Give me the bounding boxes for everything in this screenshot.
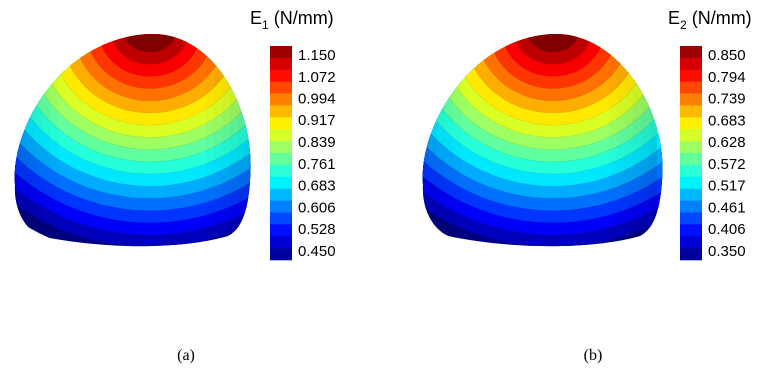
colorbar-band: [270, 46, 292, 58]
title-unit: (N/mm): [274, 8, 334, 28]
colorbar-band: [680, 153, 702, 165]
colorbar-tick-label: 0.528: [298, 221, 336, 238]
shade: [214, 30, 222, 260]
shade: [649, 30, 657, 260]
title-unit: (N/mm): [692, 8, 752, 28]
colorbar-band: [680, 236, 702, 248]
colorbar-band: [270, 141, 292, 153]
shade: [50, 30, 58, 260]
shade: [453, 30, 461, 260]
colorbar-tick-label: 0.850: [708, 47, 746, 64]
colorbar-tick-label: 0.461: [708, 199, 746, 216]
shade: [18, 30, 26, 260]
colorbar-band: [270, 94, 292, 106]
colorbar-band: [680, 117, 702, 129]
colorbar-band: [680, 189, 702, 201]
colorbar-band: [680, 94, 702, 106]
contour-band: [111, 0, 189, 64]
colorbar-band: [270, 105, 292, 117]
shade: [222, 30, 230, 260]
colorbar-band: [680, 58, 702, 70]
colorbar-band: [680, 177, 702, 189]
shade: [246, 30, 254, 260]
shade: [206, 30, 214, 260]
shade: [609, 30, 617, 260]
colorbar-band: [680, 105, 702, 117]
shade: [42, 30, 50, 260]
shade: [230, 30, 238, 260]
caption: (b): [584, 347, 603, 364]
colorbar-tick-label: 0.350: [708, 243, 746, 260]
colorbar-band: [270, 70, 292, 82]
shade: [617, 30, 625, 260]
colorbar-tick-label: 0.739: [708, 90, 746, 107]
colorbar-band: [270, 201, 292, 213]
figure: 1.150 1.072 0.994 0.917 0.839 0.761 0.683 0.606…: [0, 0, 778, 374]
colorbar-band: [680, 212, 702, 224]
title-symbol: E: [250, 8, 262, 28]
colorbar-band: [680, 46, 702, 58]
title-symbol: E: [668, 8, 680, 28]
colorbar-tick-label: 0.606: [298, 199, 336, 216]
colorbar-tick-label: 0.794: [708, 69, 746, 86]
colorbar-band: [680, 141, 702, 153]
shade: [238, 30, 246, 260]
colorbar-band: [270, 165, 292, 177]
colorbar-band: [270, 129, 292, 141]
colorbar-tick-label: 0.839: [298, 134, 336, 151]
colorbar-band: [270, 117, 292, 129]
title-subscript: 2: [680, 18, 687, 32]
colorbar-band: [680, 248, 702, 260]
shade: [413, 30, 421, 260]
colorbar-tick-label: 0.683: [298, 178, 336, 195]
colorbar-band: [270, 58, 292, 70]
colorbar-tick-label: 0.406: [708, 221, 746, 238]
colorbar-band: [680, 82, 702, 94]
contour-band: [124, 8, 177, 52]
shade: [34, 30, 42, 260]
shade: [633, 30, 641, 260]
caption: (a): [177, 347, 195, 364]
colorbar-band: [270, 153, 292, 165]
shade: [625, 30, 633, 260]
shade: [641, 30, 649, 260]
shade: [445, 30, 453, 260]
shade: [437, 30, 445, 260]
colorbar-tick-label: 1.150: [298, 47, 336, 64]
colorbar-title: E1 (N/mm): [250, 8, 334, 32]
colorbar-band: [680, 129, 702, 141]
colorbar-tick-label: 1.072: [298, 69, 336, 86]
title-subscript: 1: [262, 18, 269, 32]
colorbar-tick-label: 0.572: [708, 156, 746, 173]
shade: [10, 30, 18, 260]
colorbar-band: [680, 70, 702, 82]
colorbar-band: [270, 248, 292, 260]
colorbar-band: [680, 165, 702, 177]
colorbar-title: E2 (N/mm): [668, 8, 752, 32]
colorbar-band: [680, 201, 702, 213]
colorbar-tick-label: 0.683: [708, 112, 746, 129]
colorbar-tick-label: 0.761: [298, 156, 336, 173]
colorbar-tick-label: 0.917: [298, 112, 336, 129]
contour-band: [527, 8, 580, 52]
colorbar-band: [270, 82, 292, 94]
colorbar-band: [680, 224, 702, 236]
colorbar-band: [270, 212, 292, 224]
shade: [421, 30, 429, 260]
colorbar-band: [270, 189, 292, 201]
shade: [26, 30, 34, 260]
colorbar-band: [270, 236, 292, 248]
colorbar-tick-label: 0.450: [298, 243, 336, 260]
shade: [429, 30, 437, 260]
colorbar-tick-label: 0.994: [298, 91, 336, 108]
contour-band: [514, 0, 592, 64]
colorbar-band: [270, 177, 292, 189]
colorbar-tick-label: 0.628: [708, 134, 746, 151]
colorbar-tick-label: 0.517: [708, 178, 746, 195]
colorbar-band: [270, 224, 292, 236]
